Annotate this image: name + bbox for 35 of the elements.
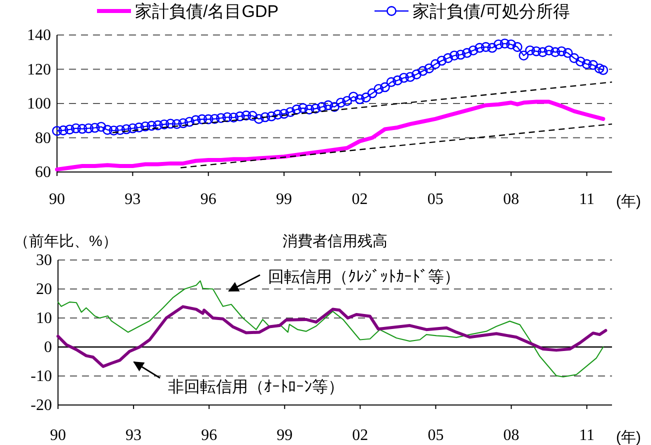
y-tick-label: 10 [36, 310, 52, 327]
y-tick-label: 60 [35, 164, 51, 181]
x-tick-label: 90 [50, 427, 66, 444]
x-tick-label: 99 [276, 427, 293, 444]
x-tick-label: 96 [201, 427, 218, 444]
legend-label: 家計負債/可処分所得 [412, 2, 570, 21]
annotation: 回転信用（ｸﾚｼﾞｯﾄｶｰﾄﾞ等） [268, 268, 460, 286]
x-tick-label: 99 [276, 191, 292, 208]
y-tick-label: 120 [27, 61, 51, 78]
x-tick-label: 05 [428, 427, 444, 444]
y-tick-label: 0 [44, 339, 52, 356]
x-tick-label: 93 [126, 427, 142, 444]
y-tick-label: 100 [27, 96, 51, 112]
x-tick-label: 90 [49, 191, 65, 208]
legend-label: 家計負債/名目GDP [135, 2, 279, 21]
y-tick-label: -10 [30, 368, 52, 385]
x-tick-label: 93 [124, 191, 141, 208]
x-tick-label: 11 [579, 427, 595, 444]
y-tick-label: 20 [36, 281, 52, 298]
x-axis-title: (年) [616, 193, 641, 210]
x-tick-label: 05 [427, 191, 444, 208]
annotation: 非回転信用（ｵｰﾄﾛｰﾝ等） [168, 378, 344, 396]
y-tick-label: 30 [36, 252, 52, 269]
y-tick-label: -20 [30, 397, 52, 414]
x-tick-label: 08 [503, 191, 520, 208]
y-axis-title: （前年比、%） [14, 233, 118, 250]
x-tick-label: 08 [503, 427, 520, 444]
y-tick-label: 80 [35, 130, 51, 147]
x-tick-label: 96 [200, 191, 216, 208]
x-axis-title: (年) [616, 429, 641, 445]
x-tick-label: 02 [352, 427, 368, 444]
y-tick-label: 140 [27, 27, 51, 44]
x-tick-label: 02 [352, 191, 368, 208]
chart-title: 消費者信用残高 [282, 233, 388, 250]
x-tick-label: 11 [579, 191, 594, 208]
